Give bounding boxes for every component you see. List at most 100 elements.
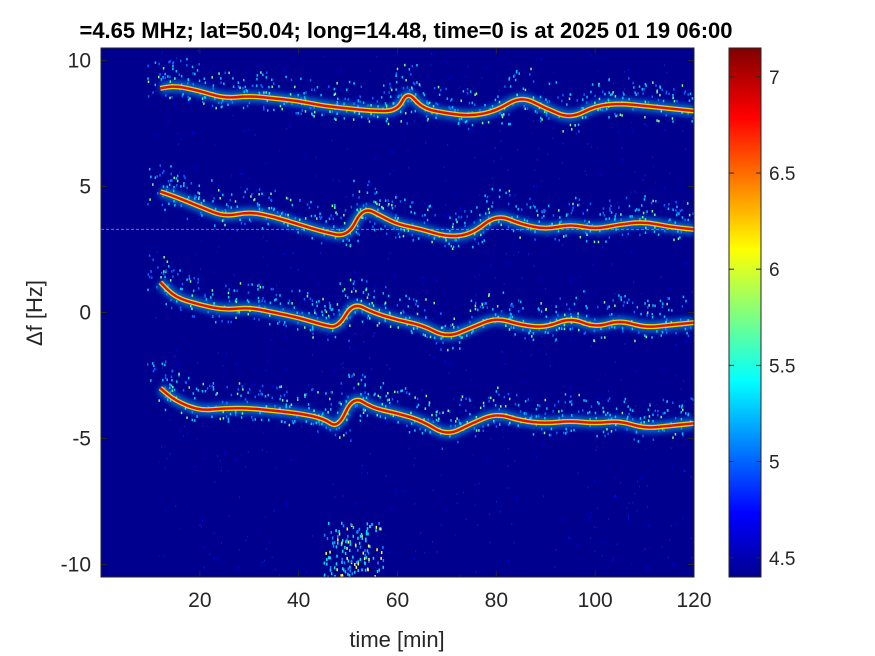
halo-dot [609, 413, 611, 417]
halo-dot [278, 85, 280, 88]
halo-dot [397, 232, 400, 236]
halo-dot [522, 87, 525, 91]
halo-dot [316, 304, 318, 308]
halo-dot [504, 85, 506, 88]
halo-dot [395, 88, 397, 91]
halo-dot [385, 232, 388, 236]
halo-dot [691, 120, 693, 123]
halo-dot [342, 239, 344, 243]
noise-dot [195, 253, 197, 256]
noise-dot [213, 532, 215, 535]
noise-dot [353, 271, 355, 274]
halo-dot [416, 312, 419, 316]
halo-dot [519, 410, 522, 413]
halo-dot [281, 399, 284, 402]
burst-dot [367, 532, 369, 536]
halo-dot [588, 220, 590, 224]
noise-dot [495, 115, 497, 118]
halo-dot [570, 313, 572, 316]
noise-dot [616, 496, 618, 499]
halo-dot [180, 74, 183, 78]
noise-dot [342, 366, 344, 369]
noise-dot [587, 486, 589, 489]
noise-dot [265, 369, 267, 372]
noise-dot [514, 193, 516, 196]
halo-dot [579, 235, 582, 239]
noise-dot [508, 486, 510, 489]
noise-dot [413, 557, 415, 560]
noise-dot [217, 351, 219, 354]
noise-dot [630, 191, 632, 194]
halo-dot [260, 392, 262, 395]
noise-dot [546, 307, 548, 310]
noise-dot [429, 354, 431, 357]
halo-dot [662, 412, 665, 415]
halo-dot [192, 392, 195, 395]
halo-dot [165, 94, 167, 97]
halo-dot [514, 78, 517, 82]
halo-dot [414, 109, 417, 113]
halo-dot [220, 101, 223, 105]
burst-dot [367, 551, 370, 555]
halo-dot [260, 71, 262, 74]
halo-dot [662, 398, 665, 402]
halo-dot [291, 289, 293, 293]
halo-dot [602, 406, 604, 410]
halo-dot [582, 409, 584, 412]
halo-dot [204, 389, 207, 393]
halo-dot [306, 203, 309, 206]
halo-dot [672, 208, 674, 211]
halo-dot [382, 207, 384, 210]
noise-dot [690, 475, 692, 478]
halo-dot [389, 82, 391, 86]
halo-dot [249, 219, 252, 223]
halo-dot [324, 308, 326, 312]
halo-dot [397, 326, 400, 329]
halo-dot [344, 97, 346, 101]
halo-dot [407, 305, 410, 308]
halo-dot [692, 212, 694, 215]
burst-dot [330, 572, 333, 576]
noise-dot [597, 507, 599, 510]
halo-dot [404, 387, 407, 390]
noise-dot [675, 374, 677, 377]
halo-dot [321, 113, 323, 117]
halo-dot [593, 329, 596, 333]
halo-dot [501, 122, 503, 125]
noise-dot [478, 482, 480, 485]
burst-dot [359, 557, 362, 561]
halo-dot [267, 222, 269, 226]
noise-dot [660, 274, 662, 277]
halo-dot [191, 315, 194, 318]
noise-dot [612, 559, 614, 562]
halo-dot [279, 302, 282, 305]
noise-dot [350, 167, 352, 170]
noise-dot [338, 179, 340, 182]
halo-dot [508, 308, 511, 311]
halo-dot [372, 304, 375, 307]
halo-dot [362, 408, 365, 411]
halo-dot [288, 299, 291, 302]
halo-dot [265, 71, 268, 74]
burst-dot [323, 533, 326, 537]
noise-dot [445, 203, 447, 206]
halo-dot [309, 79, 312, 82]
halo-dot [585, 304, 587, 308]
halo-dot [279, 397, 281, 401]
halo-dot [212, 386, 215, 389]
halo-dot [626, 428, 628, 431]
noise-dot [459, 217, 461, 220]
noise-dot [414, 502, 416, 505]
noise-dot [485, 150, 487, 153]
noise-dot [621, 158, 623, 161]
halo-dot [668, 308, 670, 312]
halo-dot [334, 335, 337, 339]
noise-dot [483, 408, 485, 411]
halo-dot [271, 78, 273, 82]
halo-dot [697, 232, 699, 235]
halo-dot [369, 220, 371, 224]
noise-dot [562, 244, 564, 247]
noise-dot [645, 564, 647, 567]
noise-dot [318, 282, 320, 285]
noise-dot [481, 76, 483, 79]
